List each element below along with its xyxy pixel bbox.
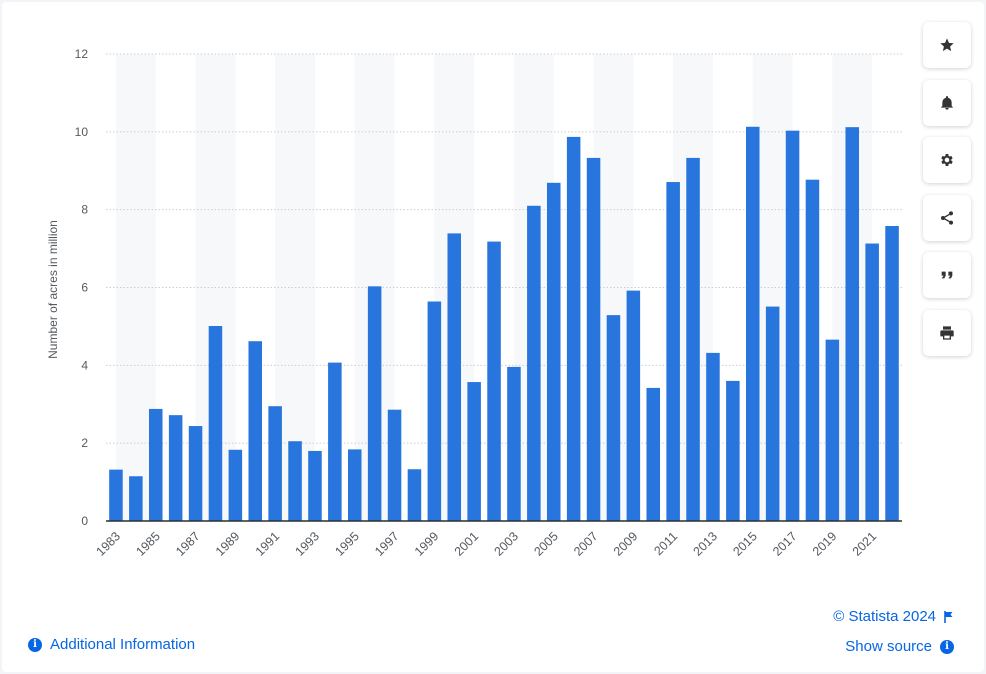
- x-tick-labels: 1983 1985 1987 1989 1991 1993 1995 1997 1999 2001…: [94, 529, 880, 559]
- additional-information-label: Additional Information: [50, 636, 196, 653]
- y-tick-label: 12: [75, 47, 89, 61]
- bar[interactable]: [248, 341, 263, 521]
- bar[interactable]: [487, 241, 501, 521]
- print-icon: [940, 325, 954, 340]
- bar[interactable]: [208, 326, 223, 521]
- y-tick-label: 6: [81, 281, 88, 295]
- bar[interactable]: [805, 179, 820, 521]
- bar[interactable]: [467, 382, 481, 521]
- bar[interactable]: [626, 290, 641, 521]
- show-source-link[interactable]: Show source i: [845, 638, 954, 655]
- info-icon: i: [940, 639, 954, 654]
- bar[interactable]: [407, 469, 422, 521]
- bar[interactable]: [785, 130, 800, 521]
- y-tick-label: 2: [81, 436, 88, 450]
- bar[interactable]: [566, 136, 581, 521]
- x-tick-label: 1997: [372, 529, 402, 559]
- bar[interactable]: [865, 243, 879, 521]
- bar[interactable]: [507, 366, 521, 521]
- bar[interactable]: [686, 157, 700, 521]
- flag-icon: [944, 610, 953, 623]
- x-tick-label: 1989: [213, 529, 243, 559]
- y-axis-label: Number of acres in million: [46, 220, 60, 359]
- x-tick-label: 2001: [452, 529, 482, 559]
- bar[interactable]: [347, 449, 362, 521]
- bar[interactable]: [268, 406, 282, 521]
- x-tick-label: 1993: [293, 529, 323, 559]
- x-tick-label: 2013: [691, 529, 721, 559]
- x-tick-label: 2003: [492, 529, 522, 559]
- settings-button[interactable]: [923, 137, 971, 183]
- y-tick-label: 10: [75, 125, 89, 139]
- y-tick-label: 8: [81, 203, 88, 217]
- x-tick-label: 2017: [770, 529, 800, 559]
- cite-button[interactable]: [923, 252, 971, 298]
- x-tick-label: 1999: [412, 529, 442, 559]
- x-tick-label: 2019: [810, 529, 840, 559]
- x-tick-label: 1991: [253, 529, 283, 559]
- bar[interactable]: [666, 182, 680, 521]
- bar[interactable]: [447, 233, 462, 522]
- y-tick-label: 4: [81, 358, 88, 372]
- bar[interactable]: [765, 306, 780, 521]
- y-tick-labels: 0 2 4 6 8 10 12: [75, 47, 89, 528]
- bar[interactable]: [308, 450, 322, 521]
- show-source-label: Show source: [845, 638, 932, 655]
- x-tick-label: 2011: [651, 529, 680, 558]
- bar[interactable]: [387, 409, 402, 521]
- credit-label: © Statista 2024: [833, 608, 936, 625]
- statista-credit[interactable]: © Statista 2024: [833, 608, 954, 625]
- x-tick-label: 2015: [730, 529, 760, 559]
- bar[interactable]: [606, 315, 621, 521]
- bars: [109, 126, 899, 522]
- x-tick-label: 2005: [531, 529, 561, 559]
- star-icon: [940, 38, 954, 52]
- bar[interactable]: [109, 469, 123, 521]
- bar[interactable]: [726, 380, 740, 521]
- bar[interactable]: [586, 157, 601, 521]
- bar[interactable]: [825, 339, 840, 521]
- bar[interactable]: [129, 476, 143, 521]
- chart-toolbar: [923, 22, 971, 367]
- favorite-button[interactable]: [923, 22, 971, 68]
- bar[interactable]: [527, 205, 541, 521]
- x-tick-label: 1983: [94, 529, 124, 559]
- additional-information-link[interactable]: i Additional Information: [28, 636, 195, 653]
- gear-icon: [941, 154, 953, 166]
- x-tick-label: 1985: [133, 529, 163, 559]
- x-tick-label: 1987: [173, 529, 203, 559]
- x-tick-label: 2007: [571, 529, 601, 559]
- bell-icon: [941, 95, 953, 110]
- x-tick-label: 2009: [611, 529, 641, 559]
- bar[interactable]: [845, 127, 860, 521]
- bar[interactable]: [646, 387, 661, 521]
- bar[interactable]: [168, 415, 183, 521]
- bar[interactable]: [745, 126, 760, 521]
- y-tick-label: 0: [81, 514, 88, 528]
- quote-icon: [941, 271, 953, 279]
- share-button[interactable]: [923, 194, 971, 241]
- bar[interactable]: [288, 441, 302, 521]
- bar[interactable]: [148, 408, 163, 521]
- bar[interactable]: [427, 301, 442, 521]
- x-tick-label: 2021: [850, 529, 880, 559]
- bar[interactable]: [228, 449, 243, 521]
- bar[interactable]: [188, 426, 203, 521]
- bar[interactable]: [546, 182, 561, 522]
- bar[interactable]: [328, 362, 342, 521]
- bar[interactable]: [706, 352, 720, 521]
- x-tick-label: 1995: [332, 529, 362, 559]
- notification-button[interactable]: [923, 79, 971, 126]
- share-icon: [941, 210, 953, 225]
- bar[interactable]: [885, 226, 899, 522]
- print-button[interactable]: [923, 309, 971, 356]
- info-icon: i: [28, 637, 42, 652]
- bar[interactable]: [367, 286, 382, 521]
